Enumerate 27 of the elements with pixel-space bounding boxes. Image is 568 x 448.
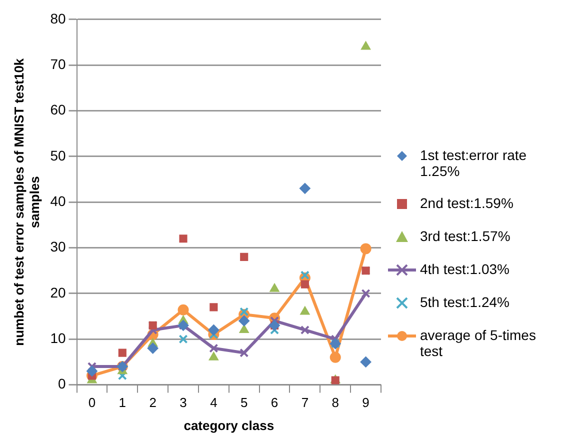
y-tick-label: 30 bbox=[50, 238, 66, 255]
x-axis-title: category class bbox=[184, 418, 274, 433]
legend-label: 3rd test:1.57% bbox=[420, 228, 510, 244]
x-tick-label: 7 bbox=[301, 395, 309, 410]
y-tick-label: 40 bbox=[50, 192, 66, 209]
y-tick-label: 70 bbox=[50, 56, 66, 72]
x-tick-label: 6 bbox=[270, 395, 278, 410]
x-tick-label: 8 bbox=[332, 395, 339, 410]
legend-label: 1st test:error rate 1.25% bbox=[420, 147, 528, 179]
x-tick-label: 0 bbox=[88, 395, 96, 410]
y-axis-title: numbet of test error samples of MNIST test10k samples bbox=[11, 58, 42, 346]
y-tick-label: 60 bbox=[50, 102, 66, 118]
x-tick-label: 4 bbox=[210, 395, 218, 410]
y-tick-label: 10 bbox=[50, 330, 66, 346]
legend-label: 5th test:1.24% bbox=[420, 294, 510, 310]
legend-label: 2nd test:1.59% bbox=[420, 195, 514, 211]
y-tick-label: 20 bbox=[50, 284, 66, 300]
x-tick-label: 5 bbox=[240, 395, 248, 410]
x-tick-label: 1 bbox=[118, 395, 126, 410]
legend-label: 4th test:1.03% bbox=[420, 261, 510, 277]
x-tick-label: 9 bbox=[362, 395, 370, 410]
y-tick-label: 80 bbox=[50, 10, 66, 26]
legend-label: average of 5-times test bbox=[420, 327, 537, 359]
x-tick-label: 3 bbox=[180, 395, 187, 410]
x-tick-label: 2 bbox=[149, 395, 156, 410]
y-tick-label: 0 bbox=[58, 376, 66, 392]
y-tick-label: 50 bbox=[50, 147, 66, 164]
